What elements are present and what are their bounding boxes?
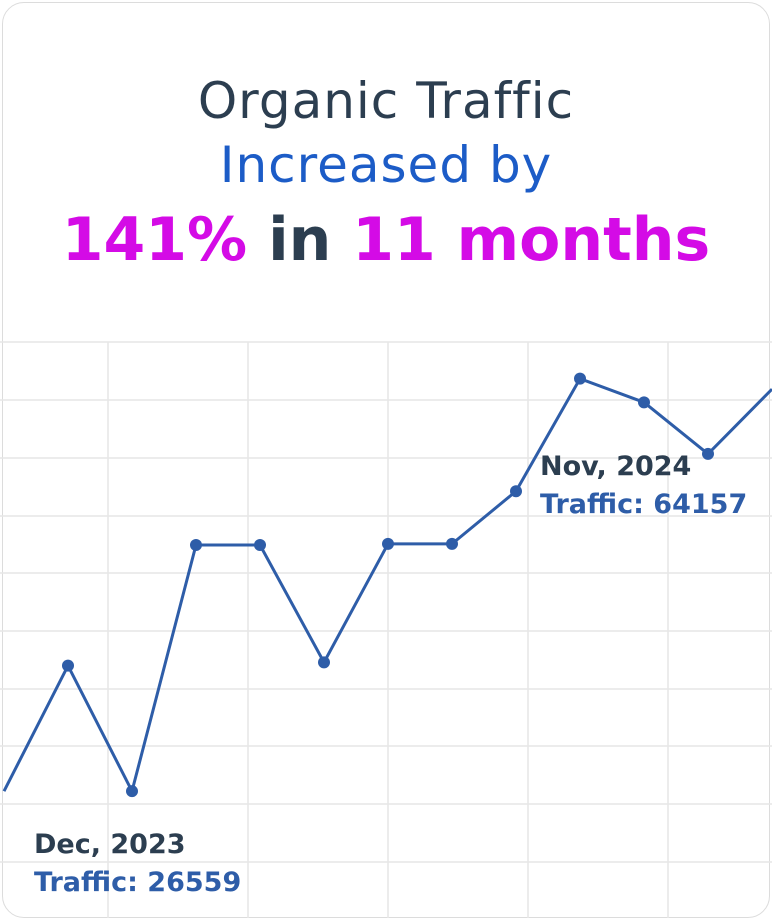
headline-line-3: 141% in 11 months [0, 198, 772, 282]
start-annotation: Dec, 2023 Traffic: 26559 [34, 826, 241, 902]
chart-series [2, 372, 772, 798]
start-date-label: Dec, 2023 [34, 829, 186, 860]
end-date-label: Nov, 2024 [540, 451, 692, 482]
data-point [446, 537, 458, 550]
chart-grid [0, 341, 772, 918]
headline-percent: 141% [61, 205, 248, 275]
data-point [702, 447, 714, 460]
data-point [638, 396, 650, 409]
headline-duration: 11 months [352, 205, 711, 275]
headline-connector: in [268, 205, 332, 275]
end-annotation: Nov, 2024 Traffic: 64157 [540, 448, 747, 524]
data-point [126, 785, 138, 798]
data-point [510, 485, 522, 498]
data-point [574, 372, 586, 385]
headline-line-1: Organic Traffic [197, 72, 575, 130]
data-point [190, 538, 202, 551]
headline-line-2: Increased by [219, 136, 553, 194]
headline: Organic Traffic Increased by 141% in 11 … [0, 70, 772, 282]
start-traffic-label: Traffic: 26559 [34, 867, 242, 898]
data-point [62, 659, 74, 672]
end-traffic-label: Traffic: 64157 [540, 489, 748, 520]
data-point [318, 656, 330, 669]
data-point [254, 538, 266, 551]
data-point [382, 537, 394, 550]
